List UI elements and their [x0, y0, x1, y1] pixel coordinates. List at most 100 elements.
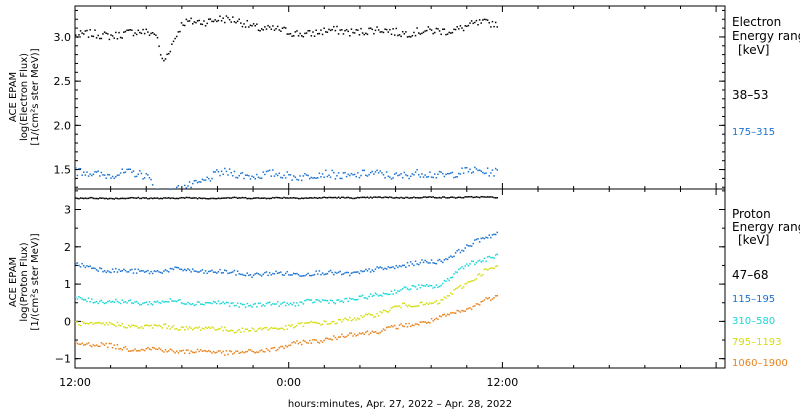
proton-point — [79, 324, 82, 327]
electron-point — [377, 29, 380, 31]
proton-point — [100, 299, 103, 302]
proton-point — [333, 196, 335, 199]
proton-point — [488, 234, 491, 236]
proton-point — [283, 347, 285, 350]
proton-point — [135, 300, 138, 303]
proton-point — [147, 303, 149, 306]
proton-point — [123, 346, 125, 349]
proton-point — [235, 274, 237, 276]
proton-point — [474, 196, 476, 199]
proton-point — [344, 336, 346, 339]
proton-point — [419, 301, 422, 304]
proton-point — [79, 197, 82, 199]
electron-point — [326, 31, 329, 33]
proton-point — [79, 297, 82, 299]
proton-point — [129, 197, 131, 199]
proton-point — [478, 259, 481, 262]
proton-point — [488, 196, 491, 198]
proton-point — [87, 342, 90, 344]
proton-point — [254, 352, 257, 354]
electron-point — [424, 174, 426, 176]
electron-point — [91, 35, 93, 37]
proton-point — [113, 301, 115, 304]
proton-point — [119, 347, 122, 350]
electron-point — [129, 168, 131, 171]
proton-point — [216, 272, 218, 274]
proton-point — [233, 304, 236, 307]
proton-point — [102, 270, 104, 273]
proton-point — [87, 297, 90, 299]
electron-point — [171, 43, 173, 45]
proton-legend-title-3: [keV] — [738, 233, 769, 247]
proton-point — [233, 352, 236, 354]
proton-point — [81, 197, 83, 199]
proton-point — [182, 269, 184, 272]
electron-panel-frame — [74, 5, 726, 190]
electron-point — [187, 20, 189, 22]
proton-point — [446, 313, 449, 315]
electron-point — [440, 33, 442, 36]
electron-point — [376, 26, 378, 28]
proton-point — [241, 327, 244, 330]
proton-point — [397, 327, 399, 330]
electron-point — [450, 32, 452, 34]
proton-legend-item-2: 115–195 — [732, 294, 775, 305]
proton-point — [251, 197, 253, 200]
proton-point — [230, 350, 232, 353]
proton-point — [212, 197, 215, 200]
proton-point — [219, 303, 221, 305]
proton-point — [304, 197, 306, 199]
proton-point — [438, 196, 441, 199]
electron-point — [369, 27, 372, 29]
proton-point — [86, 322, 88, 325]
electron-point — [337, 172, 340, 174]
proton-point — [219, 197, 221, 200]
electron-point — [193, 180, 196, 182]
proton-point — [294, 325, 297, 328]
proton-point — [337, 271, 340, 274]
proton-point — [95, 197, 98, 200]
proton-point — [413, 196, 415, 198]
electron-point — [273, 29, 276, 31]
proton-point — [179, 197, 181, 199]
electron-point — [405, 174, 407, 176]
proton-point — [248, 330, 250, 332]
proton-point — [358, 272, 361, 275]
proton-point — [381, 196, 383, 199]
proton-point — [496, 231, 499, 234]
proton-point — [222, 197, 224, 199]
proton-point — [350, 272, 353, 274]
proton-point — [342, 319, 345, 321]
electron-point — [325, 31, 327, 33]
proton-point — [328, 338, 330, 340]
proton-point — [371, 197, 374, 199]
electron-point — [276, 25, 279, 28]
electron-point — [454, 28, 457, 31]
proton-point — [276, 301, 279, 303]
proton-point — [466, 282, 468, 285]
electron-point — [334, 29, 337, 32]
proton-point — [134, 197, 136, 199]
proton-point — [310, 299, 313, 301]
electron-series — [75, 15, 499, 191]
proton-point — [432, 287, 434, 289]
proton-legend-item-3: 310–580 — [732, 316, 775, 327]
electron-point — [216, 20, 218, 23]
electron-point — [153, 33, 156, 35]
electron-point — [313, 35, 316, 37]
proton-point — [292, 272, 295, 275]
proton-point — [328, 196, 330, 199]
proton-point — [243, 274, 245, 277]
proton-point — [360, 196, 362, 199]
electron-point — [252, 23, 255, 25]
proton-point — [373, 316, 375, 318]
electron-point — [408, 177, 410, 180]
proton-point — [187, 328, 189, 330]
proton-point — [376, 293, 378, 296]
electron-point — [328, 28, 330, 31]
electron-point — [214, 19, 216, 21]
proton-point — [179, 298, 181, 301]
proton-point — [276, 348, 279, 351]
proton-point — [230, 271, 232, 274]
proton-point — [374, 292, 377, 295]
